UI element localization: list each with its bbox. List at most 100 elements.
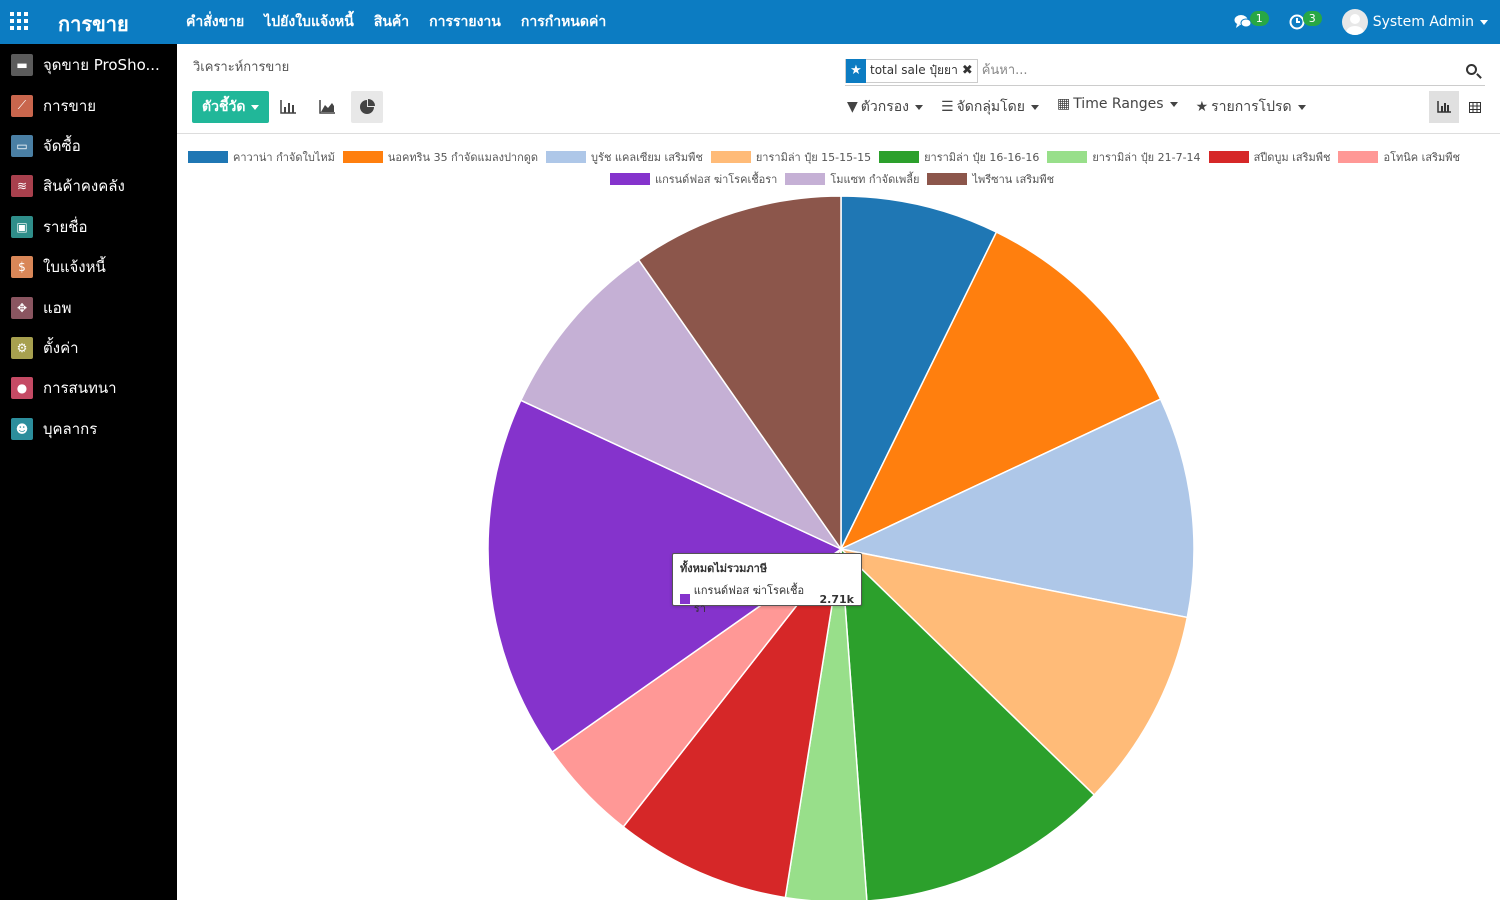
tooltip-title: ทั้งหมดไม่รวมภาษี <box>680 562 768 575</box>
contacts-icon: ▣ <box>11 215 33 238</box>
pie-chart <box>487 195 1195 900</box>
star-icon: ★ <box>846 58 866 83</box>
breadcrumb[interactable]: วิเคราะห์การขาย <box>193 60 290 75</box>
sidebar-item-discuss[interactable]: ● การสนทนา <box>0 368 177 408</box>
sidebar-item-contacts[interactable]: ▣ รายชื่อ <box>0 207 177 247</box>
sidebar-item-employees[interactable]: ☻ บุคลากร <box>0 409 177 449</box>
chevron-down-icon <box>1297 104 1306 110</box>
settings-gear-icon: ⚙ <box>11 336 33 359</box>
legend-item[interactable]: ไพรีซาน เสริมพืช <box>927 170 1054 188</box>
line-chart-mode-button[interactable] <box>311 91 343 123</box>
area-chart-icon <box>319 100 335 114</box>
sidebar-item-settings[interactable]: ⚙ ตั้งค่า <box>0 328 177 368</box>
legend-label: ยารามิล่า ปุ๋ย 21-7-14 <box>1092 151 1201 164</box>
pie-slice[interactable] <box>838 398 1195 619</box>
pie-chart-mode-button[interactable] <box>351 91 383 123</box>
chat-bubbles-icon <box>1234 15 1252 28</box>
legend-label: สปีดบูม เสริมพืช <box>1253 151 1331 164</box>
app-title[interactable]: การขาย <box>58 12 129 36</box>
systray: 1 3 System Admin <box>1234 0 1488 44</box>
menu-reporting[interactable]: การรายงาน <box>429 14 501 30</box>
pie-slice[interactable] <box>487 399 843 753</box>
legend-swatch <box>785 173 826 185</box>
legend-label: แกรนด์ฟอส ฆ่าโรคเชื้อรา <box>655 173 778 186</box>
user-menu[interactable]: System Admin <box>1341 9 1488 35</box>
legend-item[interactable]: ยารามิล่า ปุ๋ย 16-16-16 <box>879 148 1039 166</box>
pie-slice[interactable] <box>840 547 1096 900</box>
pie-slice[interactable] <box>519 258 844 551</box>
inventory-icon: ≋ <box>11 175 33 198</box>
bar-chart-icon <box>280 100 296 114</box>
messages-button[interactable]: 1 <box>1234 10 1269 30</box>
legend-item[interactable]: แกรนด์ฟอส ฆ่าโรคเชื้อรา <box>610 170 777 188</box>
favorites-label: รายการโปรด <box>1211 99 1292 115</box>
chevron-down-icon <box>1169 101 1178 107</box>
tooltip-row: แกรนด์ฟอส ฆ่าโรคเชื้อรา 2.71k <box>680 581 854 617</box>
menu-configuration[interactable]: การกำหนดค่า <box>520 14 607 30</box>
sidebar-item-label: จุดขาย ProSho... <box>43 56 160 75</box>
pivot-view-button[interactable] <box>1460 91 1490 123</box>
invoice-icon: $ <box>11 256 33 279</box>
pie-slice[interactable] <box>637 195 842 552</box>
sidebar-item-apps[interactable]: ✥ แอพ <box>0 287 177 327</box>
filters-label: ตัวกรอง <box>860 99 909 115</box>
legend-item[interactable]: สปีดบูม เสริมพืช <box>1208 148 1331 166</box>
divider <box>177 133 1500 134</box>
group-by-dropdown[interactable]: ☰ จัดกลุ่มโดย <box>941 96 1039 118</box>
remove-facet-icon[interactable]: ✖ <box>961 63 973 78</box>
search-icon[interactable] <box>1461 59 1485 83</box>
apps-menu-icon[interactable] <box>10 12 28 30</box>
menu-sales-orders[interactable]: คำสั่งขาย <box>186 14 245 30</box>
activities-button[interactable]: 3 <box>1289 10 1322 30</box>
legend-item[interactable]: ยารามิล่า ปุ๋ย 15-15-15 <box>710 148 871 166</box>
pie-slice[interactable] <box>838 547 1189 797</box>
sidebar-item-label: ตั้งค่า <box>43 338 79 357</box>
search-input[interactable] <box>981 58 1461 83</box>
legend-swatch <box>1208 151 1249 163</box>
legend-item[interactable]: ยารามิล่า ปุ๋ย 21-7-14 <box>1047 148 1201 166</box>
group-by-bars-icon: ☰ <box>940 99 954 115</box>
bar-chart-mode-button[interactable] <box>272 91 304 123</box>
sidebar-item-sales[interactable]: ⟋ การขาย <box>0 85 177 125</box>
legend-item[interactable]: โมแซท กำจัดเพลี้ย <box>785 170 919 188</box>
sidebar-item-inventory[interactable]: ≋ สินค้าคงคลัง <box>0 166 177 206</box>
chevron-down-icon <box>914 104 923 110</box>
time-ranges-label: Time Ranges <box>1073 96 1164 112</box>
tooltip-swatch <box>680 594 690 604</box>
legend-label: คาวาน่า กำจัดใบไหม้ <box>233 151 335 164</box>
filters-dropdown[interactable]: ▼ ตัวกรอง <box>847 96 923 118</box>
measures-button[interactable]: ตัวชี้วัด <box>192 91 270 123</box>
legend-swatch <box>1338 151 1379 163</box>
pie-slice[interactable] <box>839 231 1162 551</box>
messages-count-badge: 1 <box>1249 10 1269 26</box>
pie-slice[interactable] <box>840 195 998 550</box>
facet-value: total sale ปุ๋ยยา <box>870 63 958 77</box>
legend-item[interactable]: นอคทริน 35 กำจัดแมลงปากดูด <box>342 148 538 166</box>
menu-to-invoice[interactable]: ไปยังใบแจ้งหนี้ <box>264 14 354 30</box>
chevron-down-icon <box>1480 19 1488 25</box>
main-content: วิเคราะห์การขาย ★ total sale ปุ๋ยยา ✖ ตั… <box>177 44 1500 900</box>
pie-slice[interactable] <box>622 546 843 899</box>
legend-item[interactable]: อโทนิค เสริมพืช <box>1338 148 1460 166</box>
purchase-icon: ▭ <box>11 134 33 157</box>
time-ranges-dropdown[interactable]: ▦ Time Ranges <box>1057 96 1178 118</box>
group-by-label: จัดกลุ่มโดย <box>956 99 1025 115</box>
favorites-dropdown[interactable]: ★ รายการโปรด <box>1196 96 1306 118</box>
top-navbar: การขาย คำสั่งขาย ไปยังใบแจ้งหนี้ สินค้า … <box>0 0 1500 44</box>
legend-swatch <box>927 173 968 185</box>
legend-item[interactable]: คาวาน่า กำจัดใบไหม้ <box>188 148 335 166</box>
legend-swatch <box>610 173 650 185</box>
graph-view-button[interactable] <box>1429 91 1459 123</box>
sidebar-item-purchase[interactable]: ▭ จัดซื้อ <box>0 126 177 166</box>
menu-products[interactable]: สินค้า <box>373 14 410 30</box>
legend-swatch <box>710 151 751 163</box>
legend-item[interactable]: บูรัช แคลเซียม เสริมพืช <box>546 148 703 166</box>
search-facet: ★ total sale ปุ๋ยยา ✖ <box>845 58 978 83</box>
legend-label: อโทนิค เสริมพืช <box>1383 151 1460 164</box>
legend-swatch <box>342 151 383 163</box>
legend-row: แกรนด์ฟอส ฆ่าโรคเชื้อรา โมแซท กำจัดเพลี้ย… <box>610 170 1062 188</box>
sidebar-item-invoicing[interactable]: $ ใบแจ้งหนี้ <box>0 247 177 287</box>
calendar-icon: ▦ <box>1056 96 1071 112</box>
activities-count-badge: 3 <box>1302 10 1322 26</box>
sidebar-item-pos[interactable]: ▬ จุดขาย ProSho... <box>0 45 177 85</box>
